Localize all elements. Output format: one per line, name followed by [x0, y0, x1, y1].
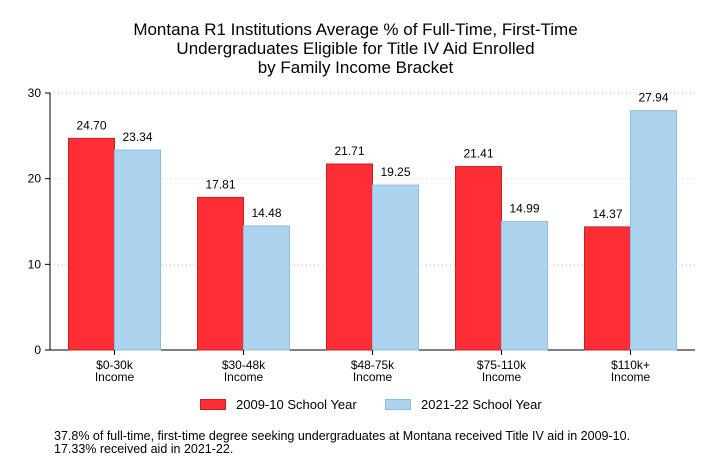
- chart-title-line-1: Montana R1 Institutions Average % of Ful…: [133, 20, 578, 39]
- bar-0-3: [455, 166, 502, 351]
- bar-value-label-1-3: 14.99: [509, 202, 539, 216]
- y-tick-label-1: 10: [28, 257, 42, 271]
- y-tick-label-0: 0: [34, 343, 41, 357]
- legend-swatch-2021-22: [385, 399, 411, 410]
- x-tick-label-4-1: Income: [611, 370, 651, 384]
- bar-1-1: [243, 225, 290, 351]
- bar-value-label-1-1: 14.48: [251, 206, 281, 220]
- chart-legend: 2009-10 School Year 2021-22 School Year: [0, 397, 711, 417]
- bar-1-3: [501, 221, 548, 351]
- bar-1-2: [372, 184, 419, 351]
- bar-value-label-0-2: 21.71: [334, 144, 364, 158]
- legend-swatch-2009-10: [200, 399, 226, 410]
- chart-title-line-2: Undergraduates Eligible for Title IV Aid…: [176, 39, 535, 58]
- bar-1-4: [630, 110, 677, 351]
- x-tick-label-2-0: $48-75k: [351, 358, 395, 372]
- bar-value-label-1-0: 23.34: [122, 130, 152, 144]
- legend-item-2021-22: 2021-22 School Year: [385, 397, 542, 412]
- x-tick-label-3-1: Income: [482, 370, 522, 384]
- x-tick-label-4-0: $110k+: [611, 358, 650, 372]
- bar-0-4: [584, 226, 631, 351]
- bar-value-label-0-4: 14.37: [592, 207, 622, 221]
- legend-item-2009-10: 2009-10 School Year: [200, 397, 357, 412]
- x-tick-label-0-0: $0-30k: [96, 358, 134, 372]
- bar-chart: 010203024.7023.34$0-30kIncome17.8114.48$…: [28, 86, 695, 384]
- x-tick-label-2-1: Income: [353, 370, 393, 384]
- x-tick-label-1-0: $30-48k: [222, 358, 266, 372]
- bar-value-label-0-1: 17.81: [205, 177, 235, 191]
- x-tick-label-1-1: Income: [224, 370, 264, 384]
- bar-value-label-0-0: 24.70: [76, 118, 106, 132]
- bar-value-label-1-4: 27.94: [638, 91, 668, 105]
- bar-value-label-1-2: 19.25: [380, 165, 410, 179]
- bar-0-1: [197, 196, 244, 351]
- y-tick-label-3: 30: [28, 86, 42, 100]
- x-tick-label-3-0: $75-110k: [477, 358, 527, 372]
- y-tick-label-2: 20: [28, 172, 42, 186]
- bar-0-0: [68, 137, 115, 351]
- footnote: 37.8% of full-time, first-time degree se…: [54, 429, 631, 456]
- x-tick-label-0-1: Income: [95, 370, 135, 384]
- bar-0-2: [326, 163, 373, 351]
- bar-1-0: [114, 149, 161, 351]
- legend-label-2009-10: 2009-10 School Year: [236, 397, 357, 412]
- bar-value-label-0-3: 21.41: [463, 147, 493, 161]
- legend-label-2021-22: 2021-22 School Year: [421, 397, 542, 412]
- chart-title: Montana R1 Institutions Average % of Ful…: [0, 20, 711, 77]
- chart-title-line-3: by Family Income Bracket: [257, 58, 454, 77]
